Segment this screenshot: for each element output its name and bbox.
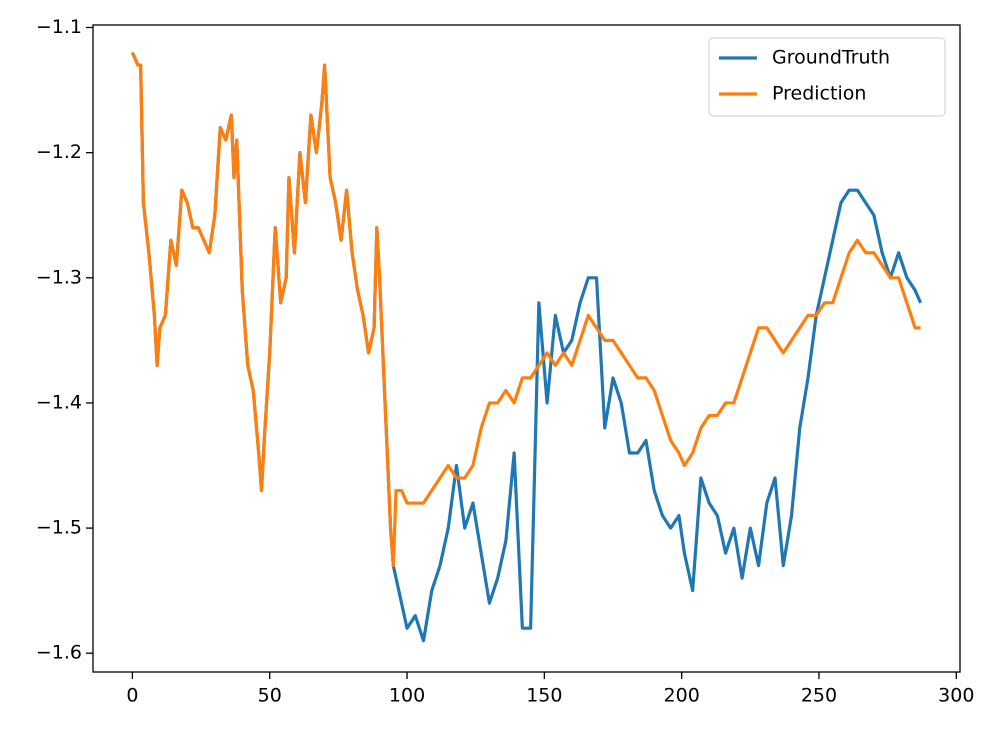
legend-box <box>708 37 946 117</box>
x-tick-label: 300 <box>938 685 974 707</box>
y-tick-label: −1.5 <box>36 517 82 539</box>
y-tick-label: −1.6 <box>36 642 82 664</box>
x-tick-label: 50 <box>258 685 282 707</box>
x-tick-label: 150 <box>526 685 562 707</box>
y-tick-label: −1.2 <box>36 141 82 163</box>
plot-frame <box>92 24 961 673</box>
y-tick-label: −1.4 <box>36 391 82 413</box>
line-series <box>130 51 921 568</box>
y-tick-label: −1.1 <box>36 16 82 38</box>
x-tick-label: 0 <box>126 685 138 707</box>
x-tick-label: 250 <box>801 685 837 707</box>
line-series <box>130 51 923 643</box>
x-tick-label: 100 <box>389 685 425 707</box>
x-tick-label: 200 <box>664 685 700 707</box>
legend-label: GroundTruth <box>772 47 890 69</box>
y-tick-label: −1.3 <box>36 266 82 288</box>
legend-label: Prediction <box>772 83 866 105</box>
